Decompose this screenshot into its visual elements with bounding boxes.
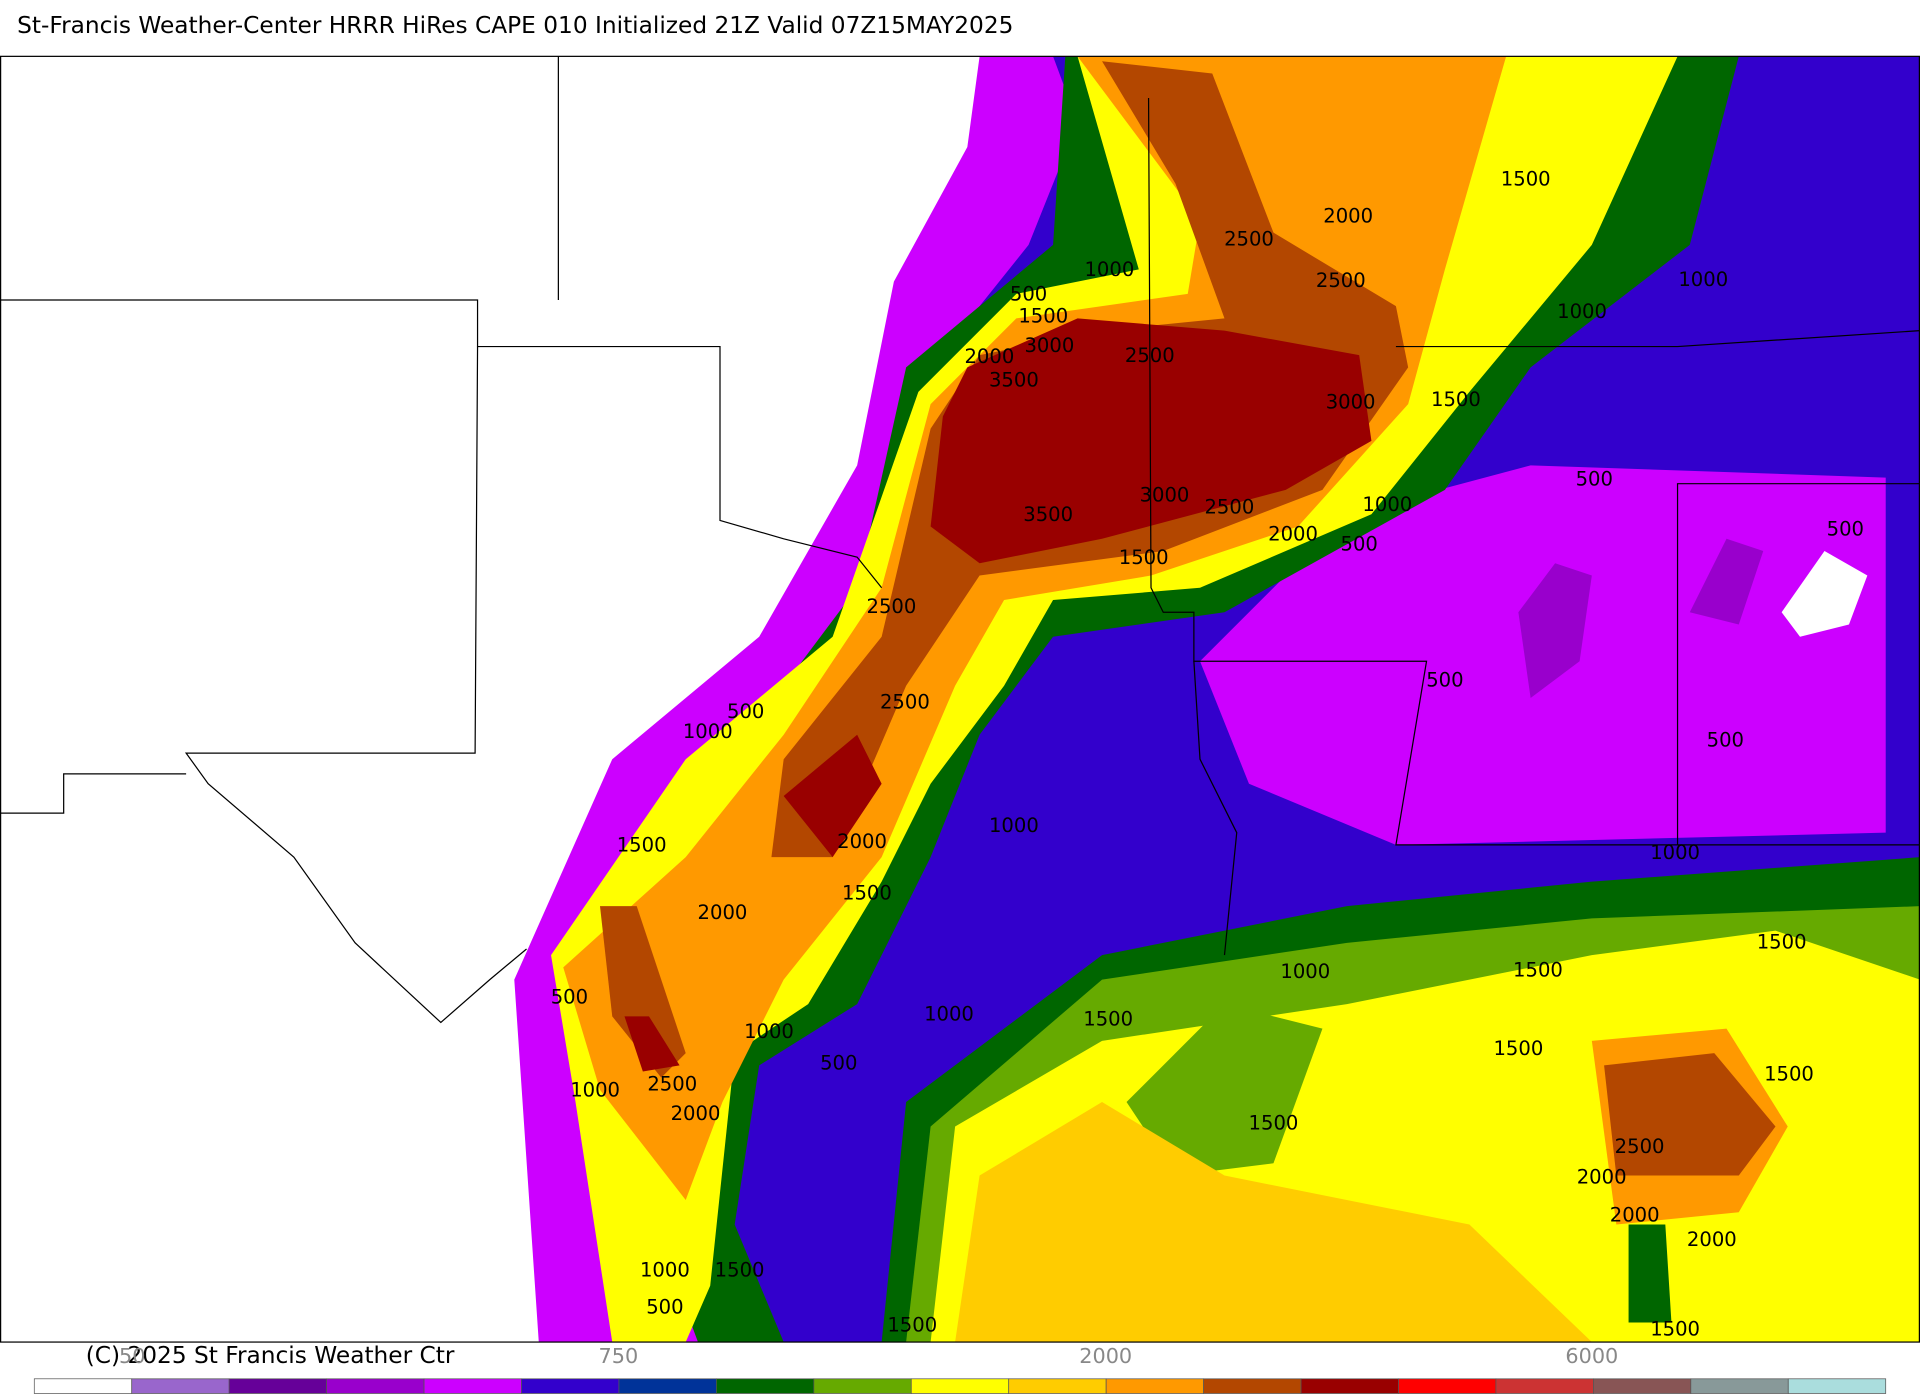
colorbar: 50 750 2000 6000 (33, 1344, 1887, 1394)
contour-label: 2000 (1687, 1228, 1737, 1251)
contour-label: 1500 (842, 881, 892, 904)
contour-label: 500 (1426, 668, 1463, 691)
contour-label: 1000 (640, 1259, 690, 1282)
colorbar-swatch (1593, 1378, 1692, 1394)
contour-label: 1500 (1757, 930, 1807, 953)
contour-label: 500 (727, 700, 764, 723)
contour-label: 1500 (1249, 1112, 1299, 1135)
colorbar-swatch (228, 1378, 327, 1394)
contour-label: 2000 (1610, 1203, 1660, 1226)
contour-label: 1500 (1018, 305, 1068, 328)
contour-label: 2000 (837, 830, 887, 853)
contour-label: 3500 (1023, 503, 1073, 526)
contour-label: 2500 (1204, 496, 1254, 519)
contour-label: 2000 (964, 345, 1014, 368)
contour-label: 500 (551, 985, 588, 1008)
contour-label: 1500 (1493, 1037, 1543, 1060)
colorbar-swatch (1203, 1378, 1302, 1394)
title: St-Francis Weather-Center HRRR HiRes CAP… (17, 12, 1013, 39)
contour-label: 1000 (1557, 300, 1607, 323)
contour-label: 1000 (683, 720, 733, 743)
contour-label: 1500 (1119, 546, 1169, 569)
contour-label: 500 (1576, 468, 1613, 491)
contour-label: 2000 (1577, 1165, 1627, 1188)
contour-label: 2500 (1224, 228, 1274, 251)
contour-label: 1500 (1650, 1317, 1700, 1340)
contour-label: 2000 (698, 901, 748, 924)
contour-label: 3000 (1326, 390, 1376, 413)
map-frame (0, 55, 1920, 1343)
colorbar-swatch (1008, 1378, 1107, 1394)
contour-label: 500 (1707, 728, 1744, 751)
copyright: (C) 2025 St Francis Weather Ctr (86, 1342, 455, 1369)
contour-label: 1000 (1650, 841, 1700, 864)
contour-label: 2500 (1125, 344, 1175, 367)
contour-label: 3000 (1140, 483, 1190, 506)
contour-label: 2500 (1316, 269, 1366, 292)
colorbar-label: 2000 (1079, 1344, 1132, 1368)
contour-label: 1500 (1501, 168, 1551, 191)
colorbar-swatch (1787, 1378, 1887, 1394)
contour-label: 2500 (1615, 1135, 1665, 1158)
contour-label: 500 (646, 1295, 683, 1318)
contour-label: 500 (1340, 532, 1377, 555)
colorbar-swatch (1398, 1378, 1497, 1394)
colorbar-swatch (521, 1378, 620, 1394)
cape-fields (514, 56, 1920, 1343)
colorbar-swatch (1300, 1378, 1399, 1394)
colorbar-swatch (813, 1378, 912, 1394)
contour-label: 1000 (570, 1079, 620, 1102)
contour-label: 2500 (867, 595, 917, 618)
contour-label: 1000 (744, 1020, 794, 1043)
contour-label: 3500 (989, 368, 1039, 391)
contour-label: 1000 (924, 1003, 974, 1026)
contour-label: 1500 (715, 1259, 765, 1282)
contour-label: 1500 (617, 834, 667, 857)
contour-label: 500 (820, 1052, 857, 1075)
contour-label: 2500 (647, 1072, 697, 1095)
contour-label: 1500 (887, 1314, 937, 1337)
contour-label: 500 (1010, 283, 1047, 306)
contour-label: 2000 (1323, 204, 1373, 227)
borders (0, 56, 1920, 1024)
contour-label: 1500 (1083, 1008, 1133, 1031)
colorbar-swatch (423, 1378, 522, 1394)
contour-label: 3000 (1024, 334, 1074, 357)
colorbar-label: 750 (599, 1344, 639, 1368)
contour-label: 1500 (1431, 388, 1481, 411)
colorbar-swatch (1105, 1378, 1204, 1394)
contour-label: 2000 (1268, 523, 1318, 546)
contour-label: 500 (1827, 518, 1864, 541)
colorbar-swatch (618, 1378, 717, 1394)
colorbar-swatch (910, 1378, 1010, 1394)
contour-label: 2500 (880, 690, 930, 713)
colorbar-swatch (131, 1378, 230, 1394)
contour-label: 1500 (1764, 1063, 1814, 1086)
contour-label: 1000 (1362, 493, 1412, 516)
colorbar-label: 6000 (1565, 1344, 1618, 1368)
colorbar-swatch (326, 1378, 425, 1394)
contour-label: 1000 (1084, 258, 1134, 281)
colorbar-swatch (33, 1378, 133, 1394)
contour-label: 1000 (989, 814, 1039, 837)
contour-label: 1000 (1280, 960, 1330, 983)
colorbar-swatch (1690, 1378, 1789, 1394)
colorbar-swatch (716, 1378, 815, 1394)
colorbar-swatch (1495, 1378, 1594, 1394)
contour-label: 2000 (671, 1102, 721, 1125)
contour-label: 1500 (1513, 959, 1563, 982)
colorbar-label: 50 (119, 1344, 145, 1368)
contour-label: 1000 (1678, 268, 1728, 291)
